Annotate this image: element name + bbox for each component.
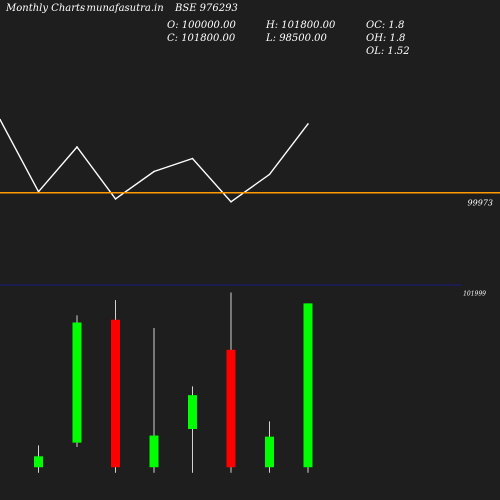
symbol-label: BSE 976293 <box>175 3 238 14</box>
line-point <box>307 123 309 125</box>
open-value: O: 100000.00 <box>167 20 236 31</box>
candle-down <box>111 319 120 468</box>
high-value: H: 101800.00 <box>266 20 336 31</box>
oc-value: OC: 1.8 <box>366 20 405 31</box>
price-line-series <box>0 119 309 203</box>
candle-up <box>303 303 313 468</box>
line-point <box>76 146 78 148</box>
candle-up <box>72 322 82 443</box>
candle-up <box>188 395 197 429</box>
line-point <box>268 173 271 176</box>
reference-line-label: 99973 <box>468 199 493 208</box>
candle-up <box>149 435 159 468</box>
close-value: C: 101800.00 <box>167 33 236 44</box>
line-point <box>114 198 117 200</box>
candle-down <box>226 349 236 468</box>
site-name: - munafasutra.in <box>80 3 164 14</box>
line-point <box>230 201 232 203</box>
price-level-label: 101999 <box>463 291 486 298</box>
oh-value: OH: 1.8 <box>366 33 406 44</box>
line-point <box>0 118 1 121</box>
line-point <box>153 170 155 173</box>
candle-panel: 101999 <box>34 291 486 473</box>
ol-value: OL: 1.52 <box>366 46 410 57</box>
chart-brand: Monthly Charts <box>6 3 86 14</box>
low-value: L: 98500.00 <box>266 33 327 44</box>
line-point <box>191 157 194 160</box>
candle-up <box>265 436 274 468</box>
line-panel: 99973 <box>0 118 500 208</box>
candle-up <box>34 456 43 468</box>
